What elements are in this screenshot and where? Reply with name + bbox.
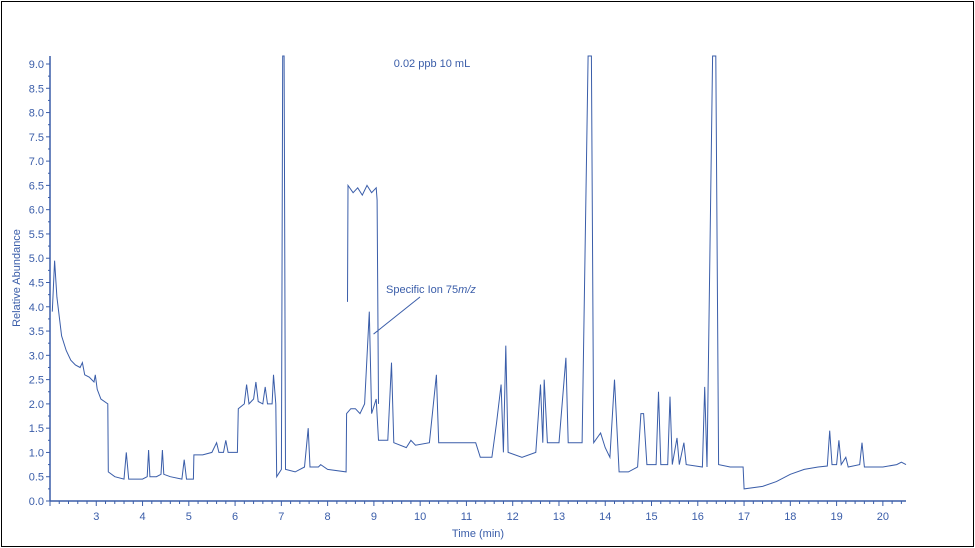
y-tick-label: 1.0 — [29, 447, 44, 459]
annotation: Specific Ion 75m/z — [373, 284, 476, 335]
x-tick-label: 13 — [553, 511, 565, 523]
y-tick-label: 4.5 — [29, 278, 44, 290]
x-tick-label: 16 — [692, 511, 704, 523]
chart-title: 0.02 ppb 10 mL — [394, 58, 470, 70]
x-axis-label: Time (min) — [452, 528, 504, 540]
y-tick-label: 4.0 — [29, 302, 44, 314]
y-tick-label: 2.0 — [29, 399, 44, 411]
y-tick-label: 6.0 — [29, 205, 44, 217]
annotation-pointer — [373, 296, 421, 335]
x-tick-label: 20 — [877, 511, 889, 523]
x-tick-label: 12 — [507, 511, 519, 523]
x-tick-label: 9 — [371, 511, 377, 523]
y-tick-label: 3.0 — [29, 350, 44, 362]
x-tick-label: 10 — [414, 511, 426, 523]
y-tick-label: 9.0 — [29, 59, 44, 71]
y-tick-label: 7.5 — [29, 132, 44, 144]
y-tick-label: 5.5 — [29, 229, 44, 241]
x-tick-label: 14 — [599, 511, 611, 523]
y-tick-label: 2.5 — [29, 375, 44, 387]
x-tick-label: 7 — [278, 511, 284, 523]
x-tick-label: 19 — [830, 511, 842, 523]
x-tick-label: 4 — [139, 511, 145, 523]
series-line-1 — [51, 55, 907, 490]
x-tick-label: 15 — [645, 511, 657, 523]
x-tick-label: 17 — [738, 511, 750, 523]
y-tick-label: 0.0 — [29, 496, 44, 508]
y-tick-label: 6.5 — [29, 180, 44, 192]
series-line-2 — [347, 183, 379, 404]
x-tick-label: 18 — [784, 511, 796, 523]
trace-lines — [51, 55, 907, 490]
y-tick-label: 1.5 — [29, 423, 44, 435]
y-axis-ticks: 0.0 0.5 1.0 1.5 2.0 2.5 3.0 3.5 4.0 4.5 5.0 5.5 6.0 6… — [29, 59, 50, 508]
y-tick-label: 7.0 — [29, 156, 44, 168]
annotation-label: Specific Ion 75m/z — [386, 284, 476, 296]
x-tick-label: 5 — [186, 511, 192, 523]
x-axis-ticks: 3 4 5 6 7 8 9 10 11 12 13 14 15 16 17 18 19 20 — [49, 501, 902, 523]
y-tick-label: 8.0 — [29, 108, 44, 120]
x-tick-label: 11 — [461, 511, 472, 523]
x-tick-label: 8 — [325, 511, 331, 523]
y-tick-label: 8.5 — [29, 83, 44, 95]
y-axis-label: Relative Abundance — [11, 229, 23, 327]
y-tick-label: 5.0 — [29, 253, 44, 265]
x-tick-label: 6 — [232, 511, 238, 523]
x-tick-label: 3 — [93, 511, 99, 523]
axes — [49, 56, 906, 502]
y-tick-label: 0.5 — [29, 472, 44, 484]
y-tick-label: 3.5 — [29, 326, 44, 338]
